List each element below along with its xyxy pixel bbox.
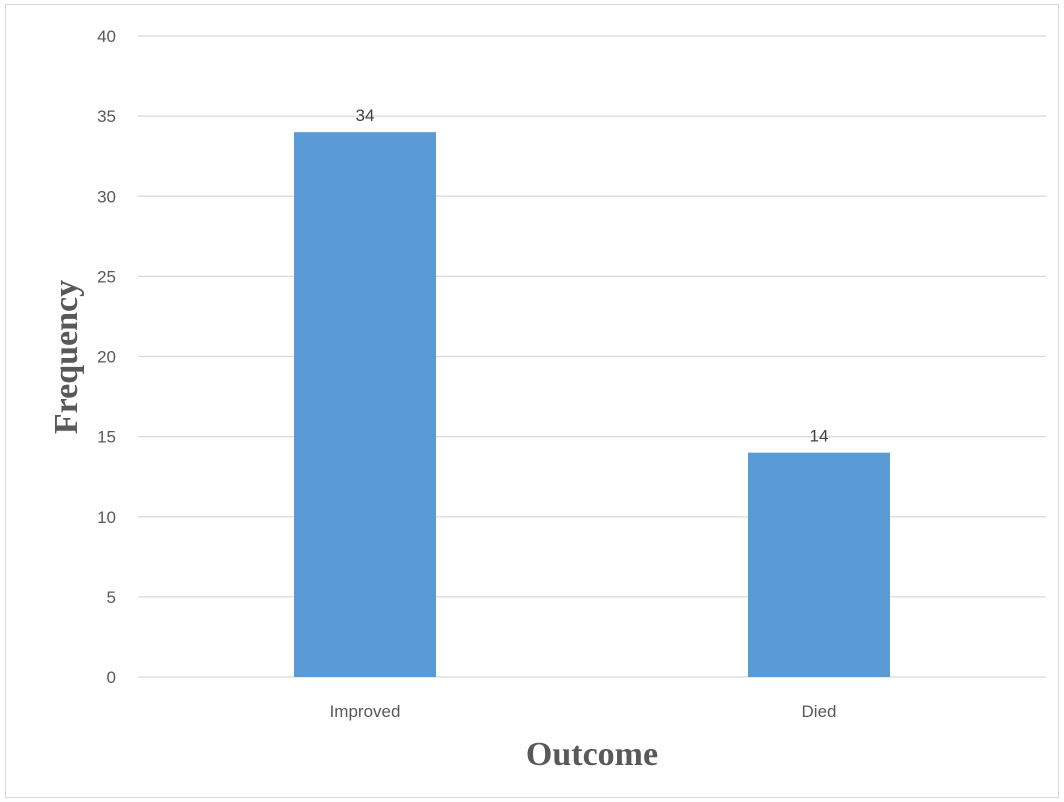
y-tick-label: 20 <box>97 348 116 367</box>
y-tick-labels: 0 5 10 15 20 25 30 35 40 <box>97 27 116 687</box>
data-label-improved: 34 <box>356 106 375 125</box>
y-tick-label: 35 <box>97 107 116 126</box>
bar-died <box>748 452 890 677</box>
x-category-labels: Improved Died <box>330 702 837 721</box>
y-tick-label: 30 <box>97 187 116 206</box>
y-tick-label: 10 <box>97 508 116 527</box>
y-axis-title: Frequency <box>48 280 85 434</box>
y-tick-label: 40 <box>97 27 116 46</box>
x-category-label-died: Died <box>802 702 837 721</box>
x-axis-title: Outcome <box>526 736 658 773</box>
bars <box>294 132 890 677</box>
data-label-died: 14 <box>810 427 829 446</box>
data-labels: 34 14 <box>356 106 829 446</box>
y-tick-label: 5 <box>107 588 116 607</box>
y-tick-label: 25 <box>97 267 116 286</box>
gridlines <box>138 35 1046 678</box>
x-category-label-improved: Improved <box>330 702 401 721</box>
bar-improved <box>294 132 436 677</box>
y-tick-label: 0 <box>107 668 116 687</box>
y-tick-label: 15 <box>97 428 116 447</box>
